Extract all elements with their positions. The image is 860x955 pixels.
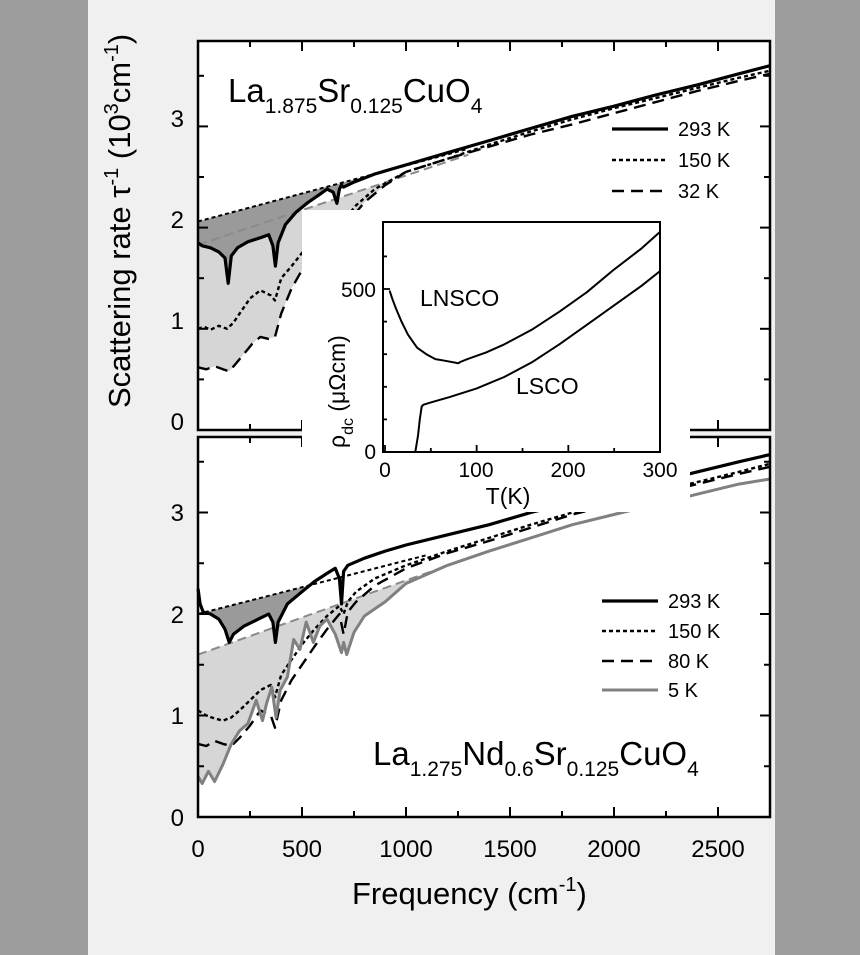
x-tick-500: 500 [282,836,322,863]
formula-part: La [373,735,410,772]
inset-x-tick-300: 300 [642,459,677,482]
shade-light-region [198,558,469,784]
formula-sub: 0.125 [567,758,620,781]
inset-ylabel-sub: dc [340,418,357,435]
legend-label-150k: 150 K [678,150,731,172]
y-axis-label-sup: -1 [101,44,123,62]
inset-x-tick-200: 200 [550,459,585,482]
bottom-y-tick-2: 2 [171,602,184,629]
series-150k [197,462,771,722]
y-axis-label-part: cm [102,62,137,103]
x-axis-label-part: ) [577,876,587,911]
y-axis-label-part: (10 [102,114,137,167]
x-tick-1000: 1000 [379,836,432,863]
bottom-y-tick-3: 3 [171,500,184,527]
formula-part: CuO [619,735,687,772]
bottom-y-tick-1: 1 [171,703,184,730]
top-y-tick-1: 1 [171,308,184,335]
formula-sub: 4 [471,95,483,118]
right-margin-band [775,0,860,955]
legend-label-80k: 80 K [668,651,710,673]
formula-part: Sr [534,735,567,772]
top-legend: 293 K 150 K 32 K [612,119,731,203]
inset-series-lsco [414,270,661,453]
legend-label-293k: 293 K [668,591,721,613]
formula-sub: 0.125 [350,95,403,118]
inset-x-tick-100: 100 [458,459,493,482]
x-tick-1500: 1500 [483,836,536,863]
x-tick-2500: 2500 [691,836,744,863]
top-y-tick-0: 0 [171,409,184,436]
formula-part: CuO [403,72,471,109]
top-shading [198,148,469,372]
guide-line-dashed [197,153,469,246]
x-tick-0: 0 [191,836,204,863]
inset-y-tick-labels: 0 500 [341,279,376,464]
formula-part: Nd [462,735,504,772]
bottom-y-tick-0: 0 [171,805,184,832]
x-tick-labels: 0 500 1000 1500 2000 2500 [191,836,744,863]
y-axis-label-sup: 3 [101,103,123,114]
formula-sub: 4 [687,758,699,781]
formula-sub: 0.6 [504,758,533,781]
x-axis-label-sup: -1 [559,874,577,896]
bottom-y-tick-labels: 0 1 2 3 [171,500,184,832]
formula-sub: 1.875 [265,95,318,118]
x-axis-label-part: Frequency (cm [352,876,559,911]
inset-y-tick-500: 500 [341,279,376,302]
y-axis-label-part: ) [102,34,137,44]
top-y-tick-2: 2 [171,207,184,234]
x-axis-label: Frequency (cm-1) [352,874,587,911]
guide-line-dotted [197,554,428,615]
bottom-guide-lines [197,554,469,656]
shade-dark-region [198,148,469,275]
inset-x-tick-0: 0 [379,459,391,482]
series-293k [197,64,771,285]
legend-label-150k: 150 K [668,621,721,643]
inset-y-axis-label: ρdc (μΩcm) [324,335,357,448]
formula-part: Sr [317,72,350,109]
inset-series-group [388,231,661,453]
guide-line-dashed [197,557,469,656]
legend-label-293k: 293 K [678,119,731,141]
shade-light-region [198,154,469,372]
bottom-legend: 293 K 150 K 80 K 5 K [602,591,721,702]
inset-ylabel-part: (μΩcm) [324,335,350,418]
series-5k [196,477,771,785]
legend-label-5k: 5 K [668,680,699,702]
x-tick-2000: 2000 [587,836,640,863]
series-80k [197,465,771,748]
series-150k [197,69,771,331]
y-axis-label: Scattering rate τ-1 (103cm-1) [101,34,137,408]
inset-y-tick-0: 0 [364,441,376,464]
inset-x-axis-label: T(K) [486,483,531,509]
top-y-tick-3: 3 [171,106,184,133]
formula-part: La [228,72,265,109]
inset-ylabel-part: ρ [324,435,350,448]
formula-sub: 1.275 [410,758,463,781]
inset-ticks [383,255,661,453]
inset-annotation-lsco: LSCO [516,373,579,399]
bottom-compound-formula: La1.275Nd0.6Sr0.125CuO4 [373,735,699,781]
legend-label-32k: 32 K [678,181,720,203]
inset-x-tick-labels: 0 100 200 300 [379,459,677,482]
inset-frame [382,221,661,453]
inset-series-lnsco [388,231,661,365]
y-axis-label-sup: -1 [101,168,123,186]
left-margin-band [0,0,88,955]
top-y-tick-labels: 0 1 2 3 [171,106,184,436]
top-compound-formula: La1.875Sr0.125CuO4 [228,72,483,118]
y-axis-label-part: Scattering rate τ [102,186,137,408]
inset-annotation-lnsco: LNSCO [420,285,499,311]
